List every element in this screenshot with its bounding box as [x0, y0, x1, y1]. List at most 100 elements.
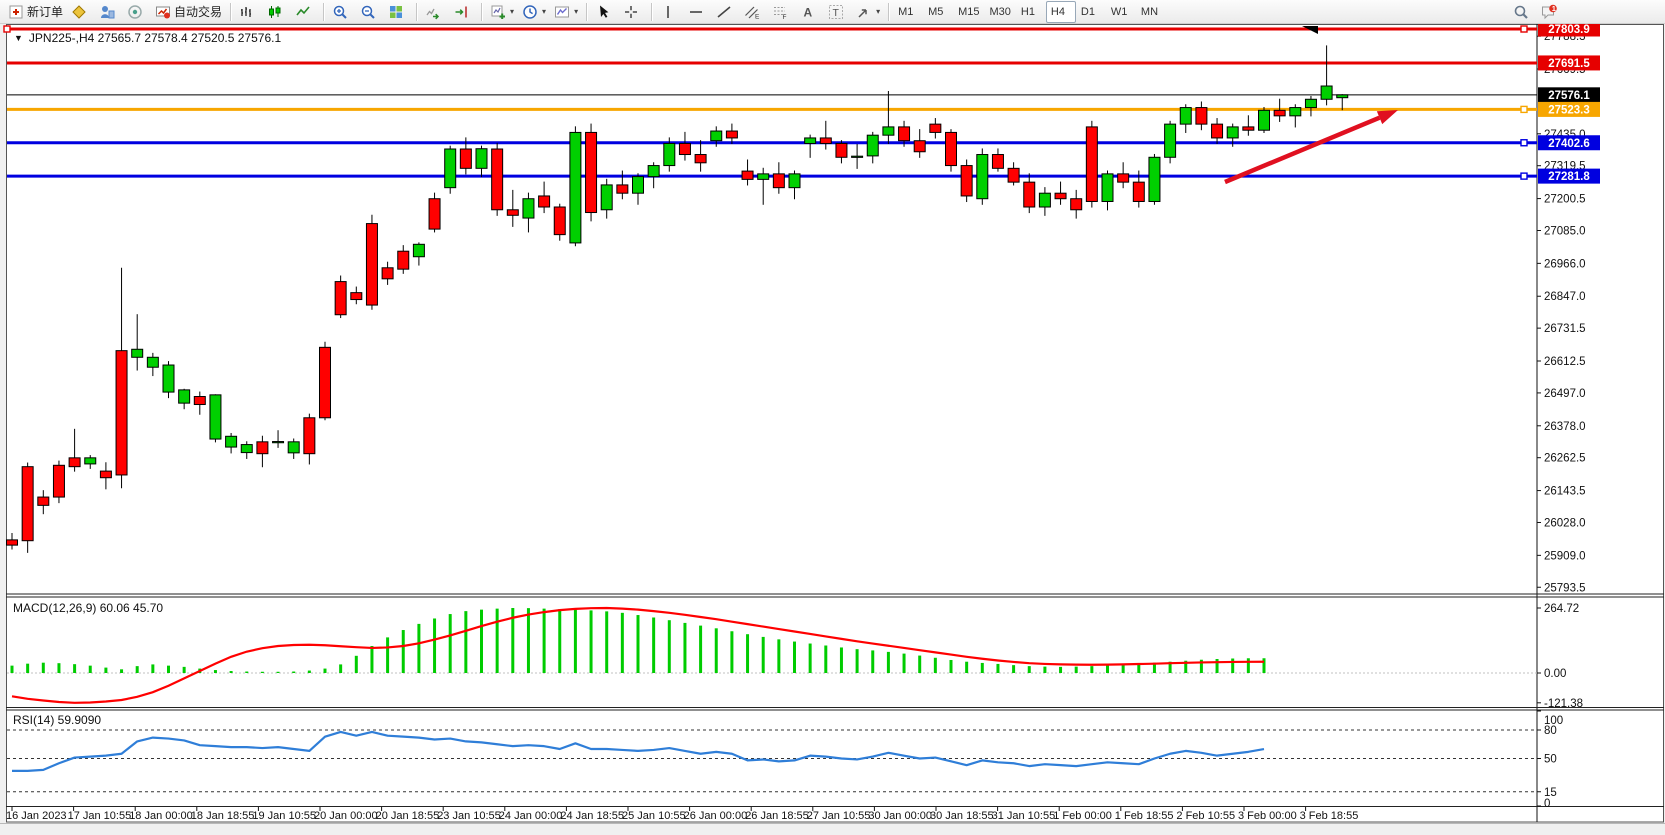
candle-down	[553, 206, 566, 236]
toolbar-separator	[481, 2, 483, 21]
candlestick-chart-button[interactable]	[263, 1, 291, 23]
dropdown-caret-icon: ▾	[542, 7, 547, 16]
line-handle[interactable]	[1520, 25, 1528, 33]
notifications-button[interactable]: 1	[1537, 1, 1565, 23]
linechart-icon	[296, 5, 310, 15]
chart-shift-button[interactable]	[449, 1, 477, 23]
tile-windows-button[interactable]	[384, 1, 412, 23]
candle-up	[1164, 123, 1177, 158]
candle-up	[866, 134, 879, 157]
price-tick-label: 26378.0	[1544, 421, 1586, 433]
text-label-button[interactable]: T	[824, 1, 852, 23]
template-icon	[555, 6, 570, 17]
candles-icon	[269, 5, 281, 18]
timeframe-m15-button[interactable]: M15	[958, 5, 980, 18]
text-button[interactable]: A	[796, 1, 824, 23]
zoom-in-icon	[333, 5, 347, 19]
candle-down	[1054, 192, 1067, 200]
crosshair-button[interactable]	[619, 1, 647, 23]
line-handle[interactable]	[1520, 172, 1528, 180]
chart-shift-marker[interactable]	[1302, 26, 1318, 34]
signals-button[interactable]	[123, 1, 151, 23]
auto-scroll-icon	[426, 8, 440, 19]
price-badge	[1538, 87, 1600, 103]
timeframe-w1-button[interactable]: W1	[1110, 5, 1128, 18]
search-button[interactable]	[1509, 1, 1537, 23]
timeframe-m1-button[interactable]: M1	[898, 5, 914, 18]
horizontal-line-objects[interactable]	[3, 25, 1537, 180]
candle-down	[303, 417, 316, 455]
time-tick-label: 24 Jan 00:00	[499, 810, 563, 822]
toolbar-separator	[888, 2, 890, 21]
candle-down	[1070, 198, 1083, 211]
rsi-scale-label: 50	[1544, 754, 1557, 766]
candle-up	[1179, 107, 1192, 125]
candle-up	[804, 137, 817, 144]
rsi-scale-label: 0	[1544, 798, 1550, 810]
timeframe-d1-button[interactable]: D1	[1080, 5, 1095, 18]
svg-text:F: F	[783, 14, 787, 20]
candle-down	[99, 470, 112, 479]
candle-up	[412, 243, 425, 258]
candle-down	[68, 457, 81, 468]
candle-down	[772, 173, 785, 189]
line-handle[interactable]	[1520, 105, 1528, 114]
bar-chart-button[interactable]	[235, 1, 263, 23]
candle-down	[1132, 181, 1145, 202]
search-icon	[1514, 5, 1528, 19]
timeframe-m5-button[interactable]: M5	[928, 5, 944, 18]
auto-trading-button[interactable]: 自动交易	[151, 1, 226, 23]
trend-arrow-line[interactable]	[1224, 115, 1381, 185]
trend-arrow-head[interactable]	[1376, 110, 1398, 125]
horizontal-line-button[interactable]	[684, 1, 712, 23]
line-price-badge-label: 27402.6	[1548, 138, 1590, 150]
toolbar-separator	[323, 2, 325, 21]
community-button[interactable]	[95, 1, 123, 23]
fibonacci-button[interactable]: F	[768, 1, 796, 23]
candle-up	[287, 441, 300, 454]
candle-down	[835, 142, 848, 158]
new-chart-button[interactable]: ▾	[486, 1, 518, 23]
trendline-button[interactable]	[712, 1, 740, 23]
chart-canvas[interactable]: 27788.327669.527435.027319.527200.527085…	[0, 21, 1665, 823]
market-button[interactable]	[67, 1, 95, 23]
time-tick-label: 20 Jan 00:00	[314, 810, 378, 822]
timeframe-h1-button[interactable]: H1	[1020, 5, 1035, 18]
chart-shift-icon	[455, 6, 467, 17]
shapes-icon	[858, 8, 867, 18]
line-handle[interactable]	[1520, 139, 1528, 147]
arrows-button[interactable]: ▾	[852, 1, 884, 23]
candle-up	[1258, 109, 1270, 131]
candle-down	[1085, 126, 1098, 202]
vertical-line-button[interactable]	[656, 1, 684, 23]
timeframe-h4-button[interactable]: H4	[1045, 0, 1076, 23]
period-selector-button[interactable]: ▾	[518, 1, 550, 23]
candle-up	[209, 394, 222, 440]
new-order-button-label: 新订单	[27, 5, 64, 19]
candle-up	[1289, 107, 1302, 117]
line-chart-button[interactable]	[291, 1, 319, 23]
svg-text:1: 1	[1552, 4, 1556, 13]
zoom-out-button[interactable]	[356, 1, 384, 23]
timeframe-m30-button[interactable]: M30	[989, 5, 1011, 18]
candle-up	[1304, 98, 1317, 109]
current-price-badge-label: 27576.1	[1548, 90, 1590, 102]
candle-down	[1023, 181, 1036, 208]
line-handle[interactable]	[3, 25, 11, 33]
toolbar-separator	[230, 2, 232, 21]
time-tick-label: 20 Jan 18:55	[376, 810, 440, 822]
time-tick-label: 19 Jan 10:55	[252, 810, 316, 822]
collapse-chart-icon[interactable]: ▼	[14, 33, 23, 43]
timeframe-mn-button[interactable]: MN	[1140, 5, 1159, 18]
new-order-button[interactable]: 新订单	[4, 1, 67, 23]
equidistant-channel-button[interactable]: E	[740, 1, 768, 23]
candle-up	[162, 364, 175, 393]
zoom-in-button[interactable]	[328, 1, 356, 23]
candle-down	[678, 142, 691, 156]
candle-up	[1226, 126, 1239, 139]
auto-scroll-button[interactable]	[421, 1, 449, 23]
cursor-button[interactable]	[591, 1, 619, 23]
template-selector-button[interactable]: ▾	[550, 1, 582, 23]
